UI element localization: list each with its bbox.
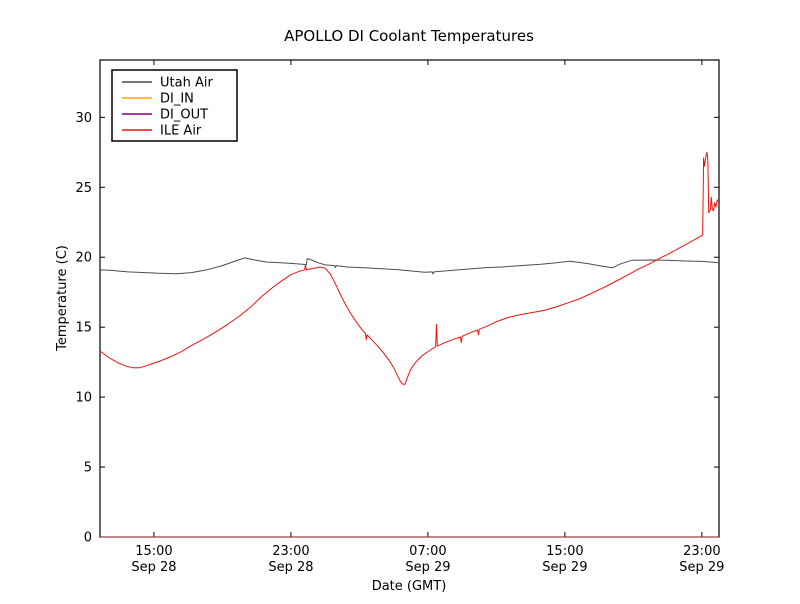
x-tick-label-date: Sep 29 (679, 560, 724, 575)
x-tick-label-time: 15:00 (546, 544, 583, 559)
legend-label-ILE-Air: ILE Air (160, 124, 202, 139)
x-tick-label-time: 07:00 (409, 544, 446, 559)
y-tick-label: 30 (75, 111, 92, 126)
y-tick-label: 25 (75, 181, 92, 196)
x-tick-label-time: 15:00 (135, 544, 172, 559)
x-tick-label-date: Sep 28 (131, 560, 176, 575)
x-tick-label-time: 23:00 (272, 544, 309, 559)
legend-label-Utah-Air: Utah Air (160, 76, 213, 91)
y-tick-label: 0 (84, 531, 92, 546)
series-line-ILE-Air (99, 151, 719, 385)
x-tick-label-date: Sep 29 (405, 560, 450, 575)
y-tick-label: 5 (84, 461, 92, 476)
y-tick-label: 15 (75, 321, 92, 336)
x-tick-label-date: Sep 29 (542, 560, 587, 575)
y-axis-label: Temperature (C) (55, 245, 70, 352)
y-tick-label: 10 (75, 391, 92, 406)
legend-label-DI_IN: DI_IN (160, 92, 194, 107)
x-tick-label-time: 23:00 (683, 544, 720, 559)
x-tick-label-date: Sep 28 (268, 560, 313, 575)
series-line-Utah-Air (99, 257, 719, 275)
x-axis-label: Date (GMT) (372, 579, 447, 594)
legend-label-DI_OUT: DI_OUT (160, 108, 208, 123)
chart-title: APOLLO DI Coolant Temperatures (284, 27, 534, 45)
y-tick-label: 20 (75, 251, 92, 266)
